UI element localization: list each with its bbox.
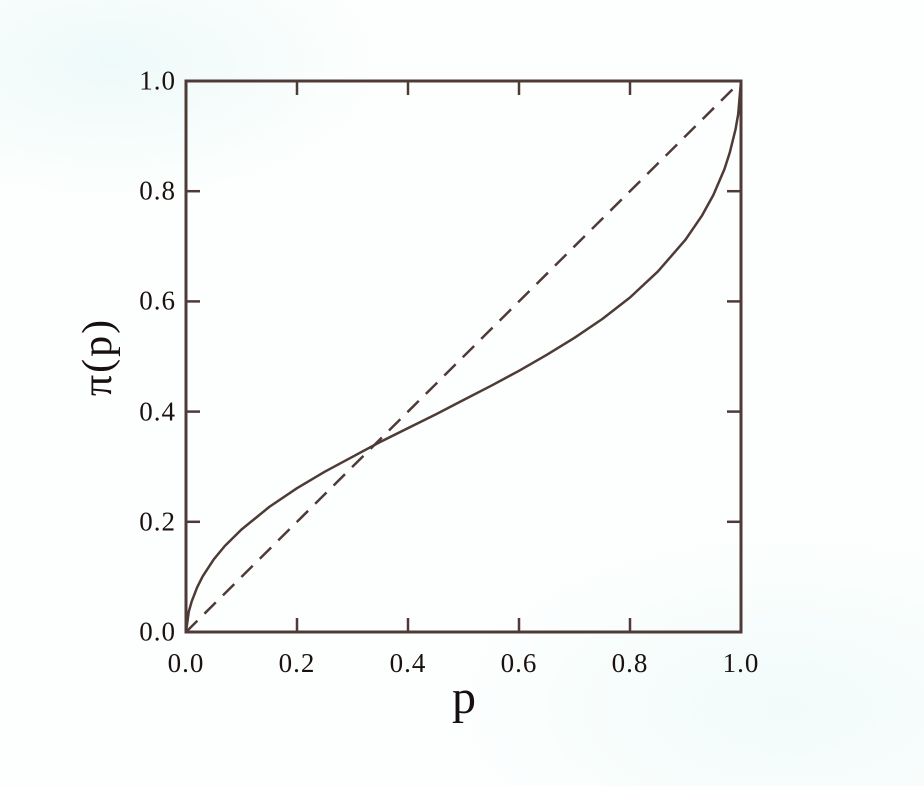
x-axis-title: p (452, 671, 476, 724)
x-tick-label: 0.6 (500, 648, 538, 678)
y-tick-label: 0.4 (139, 396, 176, 427)
plot-border (184, 79, 743, 634)
y-tick-label: 0.0 (139, 616, 176, 647)
x-tick-label: 0.0 (167, 648, 205, 678)
y-tick-label: 0.6 (139, 285, 176, 316)
y-axis-title: π(p) (75, 317, 121, 397)
y-tick-label: 0.2 (139, 506, 176, 537)
x-tick-label: 1.0 (722, 648, 760, 678)
x-tick-label: 0.4 (389, 648, 427, 678)
y-tick-label: 0.8 (139, 175, 176, 206)
x-tick-label: 0.2 (278, 648, 316, 678)
y-tick-label: 1.0 (139, 65, 176, 96)
x-tick-label: 0.8 (611, 648, 649, 678)
probability-weighting-function (184, 80, 743, 633)
identity-line (185, 80, 742, 633)
